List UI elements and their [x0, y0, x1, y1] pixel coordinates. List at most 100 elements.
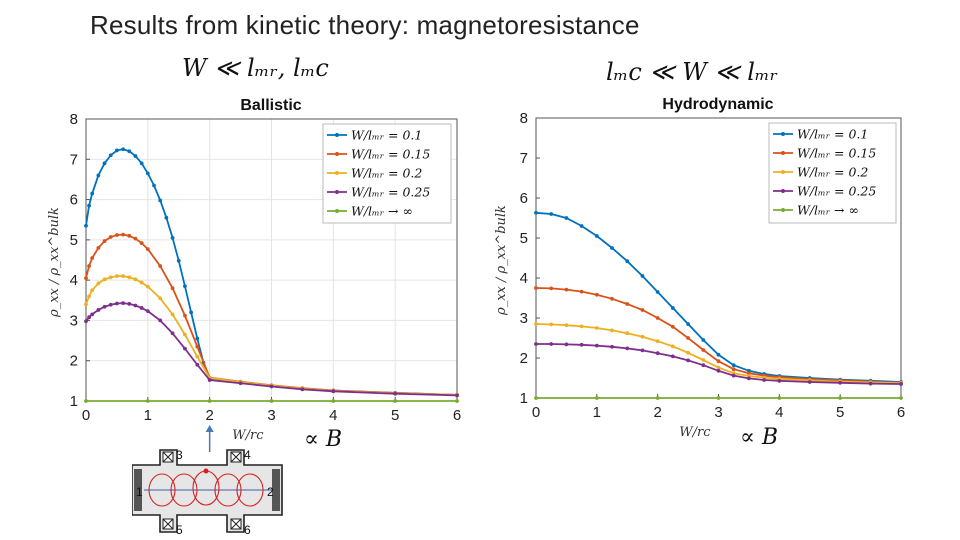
- series-point: [701, 348, 706, 352]
- series-point: [145, 171, 150, 176]
- series-point: [701, 363, 706, 368]
- contact-box-5: [162, 518, 174, 530]
- legend-entry: W/lₘᵣ → ∞: [351, 204, 413, 219]
- series-point: [84, 319, 88, 324]
- series-point: [670, 344, 675, 349]
- series-point: [96, 308, 101, 312]
- legend-marker: [335, 133, 339, 137]
- series-point: [579, 324, 584, 329]
- hydrodynamic-regime-condition: lₘc ≪ W ≪ lₘᵣ: [606, 58, 778, 86]
- legend-marker: [781, 208, 785, 212]
- series-point: [139, 280, 144, 285]
- series-point: [133, 277, 138, 282]
- series-point: [594, 292, 599, 297]
- series-point: [121, 274, 125, 279]
- series-point: [170, 312, 175, 317]
- series-point: [594, 234, 599, 238]
- series-point: [393, 391, 398, 396]
- series-point: [564, 342, 569, 347]
- proportional-to-b-right: ∝ B: [740, 425, 779, 450]
- series-point: [716, 365, 721, 370]
- series-point: [139, 306, 144, 310]
- series-point: [121, 232, 125, 237]
- series-point: [640, 348, 645, 353]
- series-point: [762, 378, 767, 382]
- series-point: [625, 346, 630, 351]
- series-point: [300, 387, 305, 392]
- series-point: [670, 306, 675, 310]
- contact-box-4: [230, 451, 242, 463]
- series-point: [269, 399, 274, 403]
- legend: W/lₘᵣ = 0.1 W/lₘᵣ = 0.15 W/lₘᵣ = 0.2 W/lₘᵣ …: [322, 123, 452, 224]
- series-point: [121, 301, 125, 306]
- y-tick-label: 1: [70, 393, 78, 410]
- series-point: [549, 322, 554, 327]
- series-point: [87, 315, 91, 320]
- series-point: [747, 371, 751, 376]
- series-point: [170, 286, 175, 291]
- y-tick-label: 5: [70, 232, 78, 249]
- legend-marker: [781, 132, 785, 136]
- series-point: [145, 399, 150, 403]
- series-point: [331, 389, 336, 394]
- series-point: [139, 161, 144, 166]
- series-point: [145, 309, 150, 314]
- series-point: [152, 183, 156, 188]
- series-point: [564, 323, 569, 328]
- series-point: [331, 399, 336, 403]
- series-point: [686, 350, 690, 355]
- series-point: [158, 264, 163, 268]
- chart-title: Ballistic: [240, 97, 301, 114]
- ballistic-regime-condition: W ≪ lₘᵣ, lₘc: [182, 54, 329, 82]
- series-point: [455, 399, 459, 403]
- series-point: [133, 303, 138, 308]
- series-point: [90, 288, 95, 293]
- proportional-to-b-left: ∝ B: [304, 427, 343, 452]
- y-axis-label: ρ_xx / ρ_xx^bulk: [47, 207, 62, 318]
- legend-entry: W/lₘᵣ = 0.1: [797, 127, 868, 142]
- series-point: [594, 396, 599, 400]
- contact-pad-2: [272, 469, 280, 511]
- series-point: [108, 153, 113, 158]
- series-point: [207, 378, 212, 382]
- x-tick-label: 3: [267, 407, 275, 424]
- legend-marker: [335, 209, 339, 213]
- series-point: [115, 148, 119, 153]
- series-point: [899, 396, 903, 400]
- series-point: [777, 378, 782, 383]
- series-point: [549, 286, 554, 291]
- series-point: [170, 235, 175, 240]
- series-point: [655, 316, 660, 320]
- series-point: [594, 343, 599, 348]
- series-point: [90, 256, 95, 260]
- x-tick-label: 3: [714, 404, 722, 421]
- series-point: [90, 191, 95, 196]
- legend-marker: [781, 189, 785, 193]
- legend-marker: [335, 171, 339, 175]
- legend-marker: [335, 190, 339, 194]
- x-tick-label: 1: [144, 407, 152, 424]
- series-point: [686, 358, 690, 363]
- series-point: [625, 331, 630, 336]
- series-point: [534, 286, 538, 290]
- series-point: [108, 302, 113, 307]
- y-tick-label: 4: [70, 272, 78, 289]
- x-axis-label: W/rᴄ: [679, 425, 711, 440]
- series-point: [731, 363, 736, 368]
- legend-entry: W/lₘᵣ = 0.2: [351, 166, 422, 181]
- series-point: [183, 284, 187, 289]
- series-point: [455, 393, 459, 398]
- series-point: [625, 259, 630, 264]
- y-tick-label: 7: [70, 151, 78, 168]
- series-point: [731, 373, 736, 378]
- contact-label-6: 6: [244, 523, 251, 537]
- contact-label-3: 3: [176, 448, 183, 462]
- series-point: [716, 396, 721, 400]
- series-point: [747, 376, 751, 381]
- x-tick-label: 5: [836, 404, 844, 421]
- series-point: [96, 281, 101, 286]
- series-point: [87, 264, 91, 268]
- series-point: [640, 308, 645, 312]
- series-point: [625, 302, 630, 306]
